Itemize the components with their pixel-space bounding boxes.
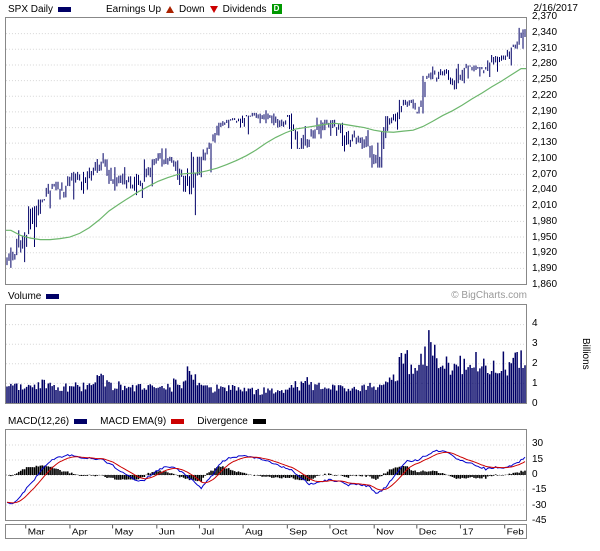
y-tick-label: 2,070 xyxy=(532,168,558,180)
events-legend: Earnings Up Down Dividends D xyxy=(106,4,282,15)
y-tick-label: 15 xyxy=(532,453,544,465)
month-label: Feb xyxy=(507,527,524,536)
y-tick-label: 1,980 xyxy=(532,215,558,227)
macd-label: MACD(12,26) xyxy=(8,415,70,427)
volume-panel xyxy=(5,304,527,404)
volume-chart-svg xyxy=(6,324,526,403)
y-tick-label: 0 xyxy=(532,398,538,409)
price-y-axis: 2,370 2,340 2,310 2,280 2,250 2,220 2,190 2,160… xyxy=(532,12,596,290)
dividends-label: Dividends xyxy=(222,3,267,15)
time-axis: Mar Apr May Jun Jul Aug Sep Oct Nov Dec 17 Feb xyxy=(5,524,527,539)
y-tick-label: 2,100 xyxy=(532,152,558,164)
earnings-down-icon xyxy=(209,5,218,13)
y-tick-label: -15 xyxy=(532,484,547,496)
y-tick-label: 4 xyxy=(532,318,538,329)
earnings-up-label: Earnings Up xyxy=(106,3,162,15)
month-label: Dec xyxy=(419,527,437,536)
y-tick-label: 2,250 xyxy=(532,74,558,86)
y-tick-label: 2,040 xyxy=(532,184,558,196)
price-panel xyxy=(5,17,527,285)
y-tick-label: 1,920 xyxy=(532,247,558,259)
volume-y-axis: 4 3 2 1 0 xyxy=(532,304,596,409)
billions-axis-title: Billions xyxy=(580,304,591,404)
month-label: 17 xyxy=(462,527,473,536)
y-tick-label: 1,890 xyxy=(532,263,558,275)
bigcharts-watermark: © BigCharts.com xyxy=(451,290,527,301)
chart-date: 2/16/2017 xyxy=(533,3,579,14)
month-label: Jul xyxy=(201,527,214,536)
y-tick-label: 2,310 xyxy=(532,42,558,54)
y-tick-label: 2,220 xyxy=(532,89,558,101)
y-tick-label: 2 xyxy=(532,358,538,369)
y-tick-label: 1,950 xyxy=(532,231,558,243)
volume-label: Volume xyxy=(8,290,42,302)
y-tick-label: 2,280 xyxy=(532,58,558,70)
price-legend: SPX Daily Earnings Up Down Dividends D xyxy=(8,3,282,15)
price-series-swatch-icon xyxy=(58,6,72,12)
y-tick-label: 3 xyxy=(532,338,538,349)
divergence-swatch-icon xyxy=(252,418,266,424)
divergence-label: Divergence xyxy=(197,415,248,427)
macd-series-swatch-icon xyxy=(74,418,88,424)
time-axis-svg: Mar Apr May Jun Jul Aug Sep Oct Nov Dec 17 Feb xyxy=(25,525,524,536)
month-label: Jun xyxy=(159,527,175,536)
month-label: Oct xyxy=(332,527,348,536)
macd-chart-svg xyxy=(6,444,526,506)
month-label: Mar xyxy=(28,527,45,536)
dividend-badge-icon: D xyxy=(271,4,282,14)
y-tick-label: 2,130 xyxy=(532,137,558,149)
y-tick-label: -30 xyxy=(532,499,547,511)
y-tick-label: 2,340 xyxy=(532,26,558,38)
macd-ema-label: MACD EMA(9) xyxy=(100,415,167,427)
billions-label: Billions xyxy=(580,338,591,370)
month-label: Aug xyxy=(245,527,263,536)
month-label: Sep xyxy=(289,527,307,536)
symbol-label: SPX Daily xyxy=(8,3,54,15)
y-tick-label: 2,160 xyxy=(532,121,558,133)
y-tick-label: 0 xyxy=(532,469,538,480)
price-chart-svg xyxy=(6,27,526,269)
month-label: May xyxy=(115,527,134,536)
month-label: Nov xyxy=(376,527,394,536)
y-tick-label: 2,010 xyxy=(532,200,558,212)
volume-series-swatch-icon xyxy=(46,293,60,299)
y-tick-label: 2,190 xyxy=(532,105,558,117)
macd-y-axis: 30 15 0 -15 -30 -45 xyxy=(532,429,596,526)
month-label: Apr xyxy=(72,527,88,536)
macd-legend: MACD(12,26) MACD EMA(9) Divergence xyxy=(8,415,266,427)
macd-panel xyxy=(5,429,527,521)
y-tick-label: -45 xyxy=(532,515,547,526)
earnings-up-icon xyxy=(166,5,175,13)
y-tick-label: 2,370 xyxy=(532,11,558,22)
y-tick-label: 1,860 xyxy=(532,279,558,290)
earnings-down-label: Down xyxy=(179,3,205,15)
volume-legend: Volume xyxy=(8,290,60,302)
y-tick-label: 30 xyxy=(532,438,544,450)
macd-ema-swatch-icon xyxy=(171,418,185,424)
y-tick-label: 1 xyxy=(532,378,538,389)
